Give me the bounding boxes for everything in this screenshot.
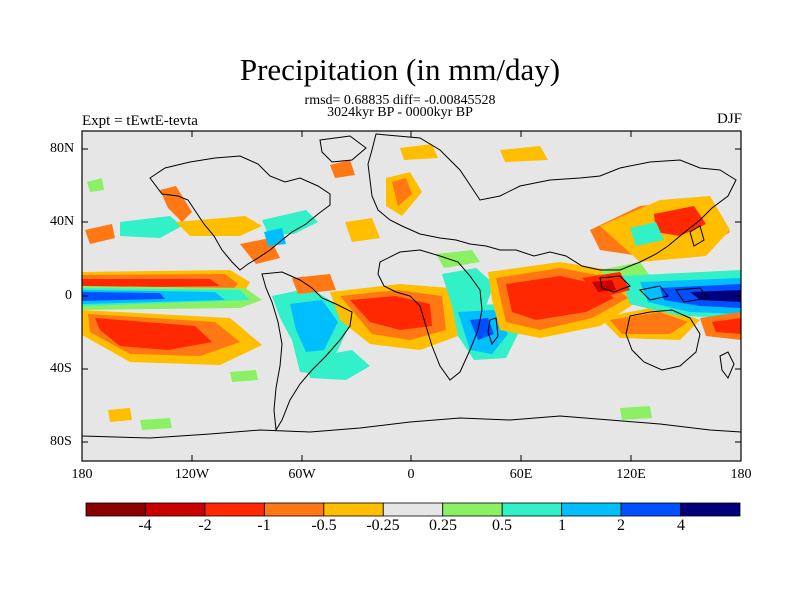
- colorbar-label: 1: [558, 517, 566, 534]
- colorbar-swatch: [85, 502, 146, 517]
- anomaly-region: [140, 418, 172, 430]
- colorbar-swatch: [501, 502, 563, 517]
- experiment-label: Expt = tEwtE-tevta: [82, 113, 198, 129]
- anomaly-region: [712, 318, 741, 334]
- anomaly-region: [82, 292, 165, 301]
- anomaly-region: [436, 250, 480, 268]
- x-tick-label: 60E: [509, 467, 533, 482]
- x-tick-label: 120W: [174, 467, 210, 482]
- period-text: 3024kyr BP - 0000kyr BP: [327, 105, 473, 120]
- x-tick-label: 180: [730, 467, 752, 482]
- anomaly-region: [506, 276, 614, 320]
- anomaly-region: [345, 218, 380, 242]
- anomaly-region: [87, 178, 104, 192]
- colorbar-label: -2: [198, 517, 212, 534]
- x-tick-label: 120E: [616, 467, 646, 482]
- anomaly-region: [400, 144, 438, 160]
- colorbar-swatch: [204, 502, 265, 517]
- colorbar-swatch: [382, 502, 444, 517]
- y-tick-label: 80S: [50, 434, 72, 449]
- colorbar-swatch: [620, 502, 681, 517]
- anomaly-region: [306, 350, 370, 380]
- x-tick-label: 0: [407, 467, 415, 482]
- colorbar-swatch: [680, 502, 741, 517]
- anomaly-region: [330, 160, 355, 178]
- x-tick-label: 60W: [288, 467, 316, 482]
- anomaly-region: [392, 178, 412, 206]
- anomaly-region: [630, 222, 664, 246]
- season-label: DJF: [716, 111, 742, 127]
- colorbar-swatch: [442, 502, 503, 517]
- map-field: [82, 131, 741, 461]
- stats-text: rmsd= 0.68835 diff= -0.00845528: [304, 93, 496, 108]
- colorbar-label: 0.5: [492, 517, 512, 534]
- colorbar-label: 4: [677, 517, 685, 534]
- colorbar-label: -1: [257, 517, 271, 534]
- colorbar-swatch: [323, 502, 384, 517]
- anomaly-region: [350, 296, 432, 330]
- colorbar-label: -0.5: [311, 517, 337, 534]
- colorbar-label: -0.25: [366, 517, 400, 534]
- axis-ticks: [82, 131, 741, 461]
- map-title: Precipitation (in mm/day): [239, 52, 561, 87]
- anomaly-region: [620, 406, 652, 420]
- anomaly-region: [82, 279, 220, 288]
- x-tick-label: 180: [71, 467, 93, 482]
- colorbar-label: 2: [617, 517, 625, 534]
- colorbar-swatch: [561, 502, 622, 517]
- anomaly-region: [290, 300, 338, 352]
- colorbar-swatch: [145, 502, 206, 517]
- anomaly-region: [654, 206, 706, 236]
- anomaly-region: [120, 216, 182, 238]
- anomaly-region: [592, 280, 616, 292]
- anomaly-region: [230, 370, 258, 382]
- anomaly-region: [85, 224, 115, 244]
- anomaly-region: [108, 408, 132, 422]
- coastlines: [82, 133, 741, 439]
- y-tick-label: 40S: [50, 361, 72, 376]
- anomaly-region: [292, 274, 336, 294]
- anomaly-region: [262, 210, 318, 234]
- anomaly-region: [500, 146, 548, 162]
- colorbar-label: 0.25: [429, 517, 457, 534]
- anomaly-region: [95, 318, 212, 350]
- y-tick-label: 80N: [50, 141, 75, 156]
- colorbar: [85, 502, 741, 517]
- y-tick-label: 0: [65, 288, 72, 303]
- colorbar-swatch: [263, 502, 325, 517]
- y-tick-label: 40N: [50, 214, 75, 229]
- colorbar-label: -4: [138, 517, 152, 534]
- anomaly-region: [176, 216, 262, 236]
